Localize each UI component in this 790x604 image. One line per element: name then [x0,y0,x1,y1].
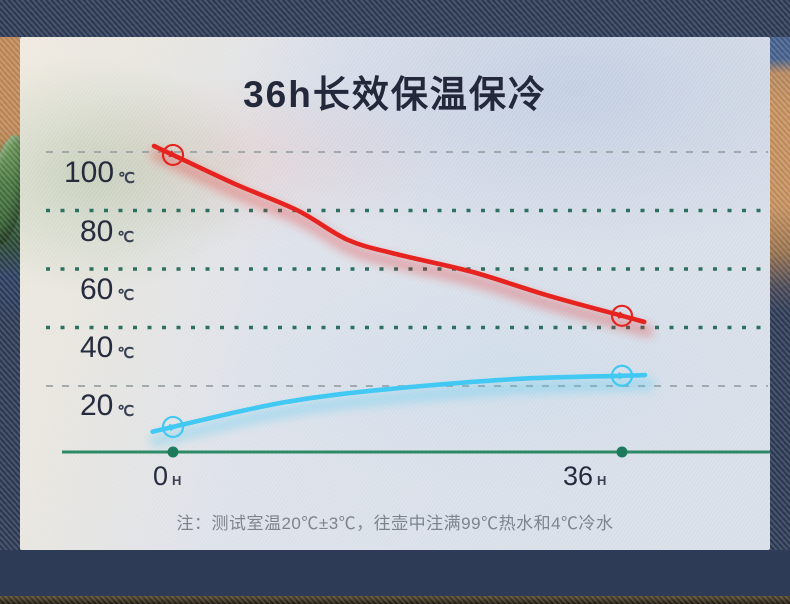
x-tick-value: 0 [153,461,169,491]
table-edge [0,596,790,604]
y-axis-label-60: 60 ℃ [80,273,134,307]
hours-unit: H [597,473,607,488]
x-tick-value: 36 [563,461,594,491]
y-axis-label-40: 40 ℃ [80,331,134,365]
y-axis-label-20: 20 ℃ [80,389,134,423]
y-axis-label-100: 100 ℃ [64,156,135,190]
background-table-bottom [0,550,790,604]
y-tick-value: 100 [64,156,115,189]
background-fabric-top [0,0,790,37]
y-tick-value: 40 [80,331,114,364]
celsius-unit: ℃ [117,229,135,246]
celsius-unit: ℃ [117,345,135,362]
y-axis-label-80: 80 ℃ [80,215,134,249]
y-tick-value: 80 [80,215,114,248]
celsius-unit: ℃ [117,287,135,304]
celsius-unit: ℃ [117,403,135,420]
chart-title: 36h长效保温保冷 [243,74,547,115]
background-fabric-right [770,37,790,550]
hours-unit: H [172,473,182,488]
y-tick-value: 20 [80,389,114,422]
test-condition-note: 注：测试室温20℃±3℃，往壶中注满99℃热水和4℃冷水 [176,514,614,533]
y-tick-value: 60 [80,273,114,306]
x-axis-label-36h: 36 H [563,461,606,491]
celsius-unit: ℃ [118,170,135,187]
background-fabric-left [0,37,30,550]
